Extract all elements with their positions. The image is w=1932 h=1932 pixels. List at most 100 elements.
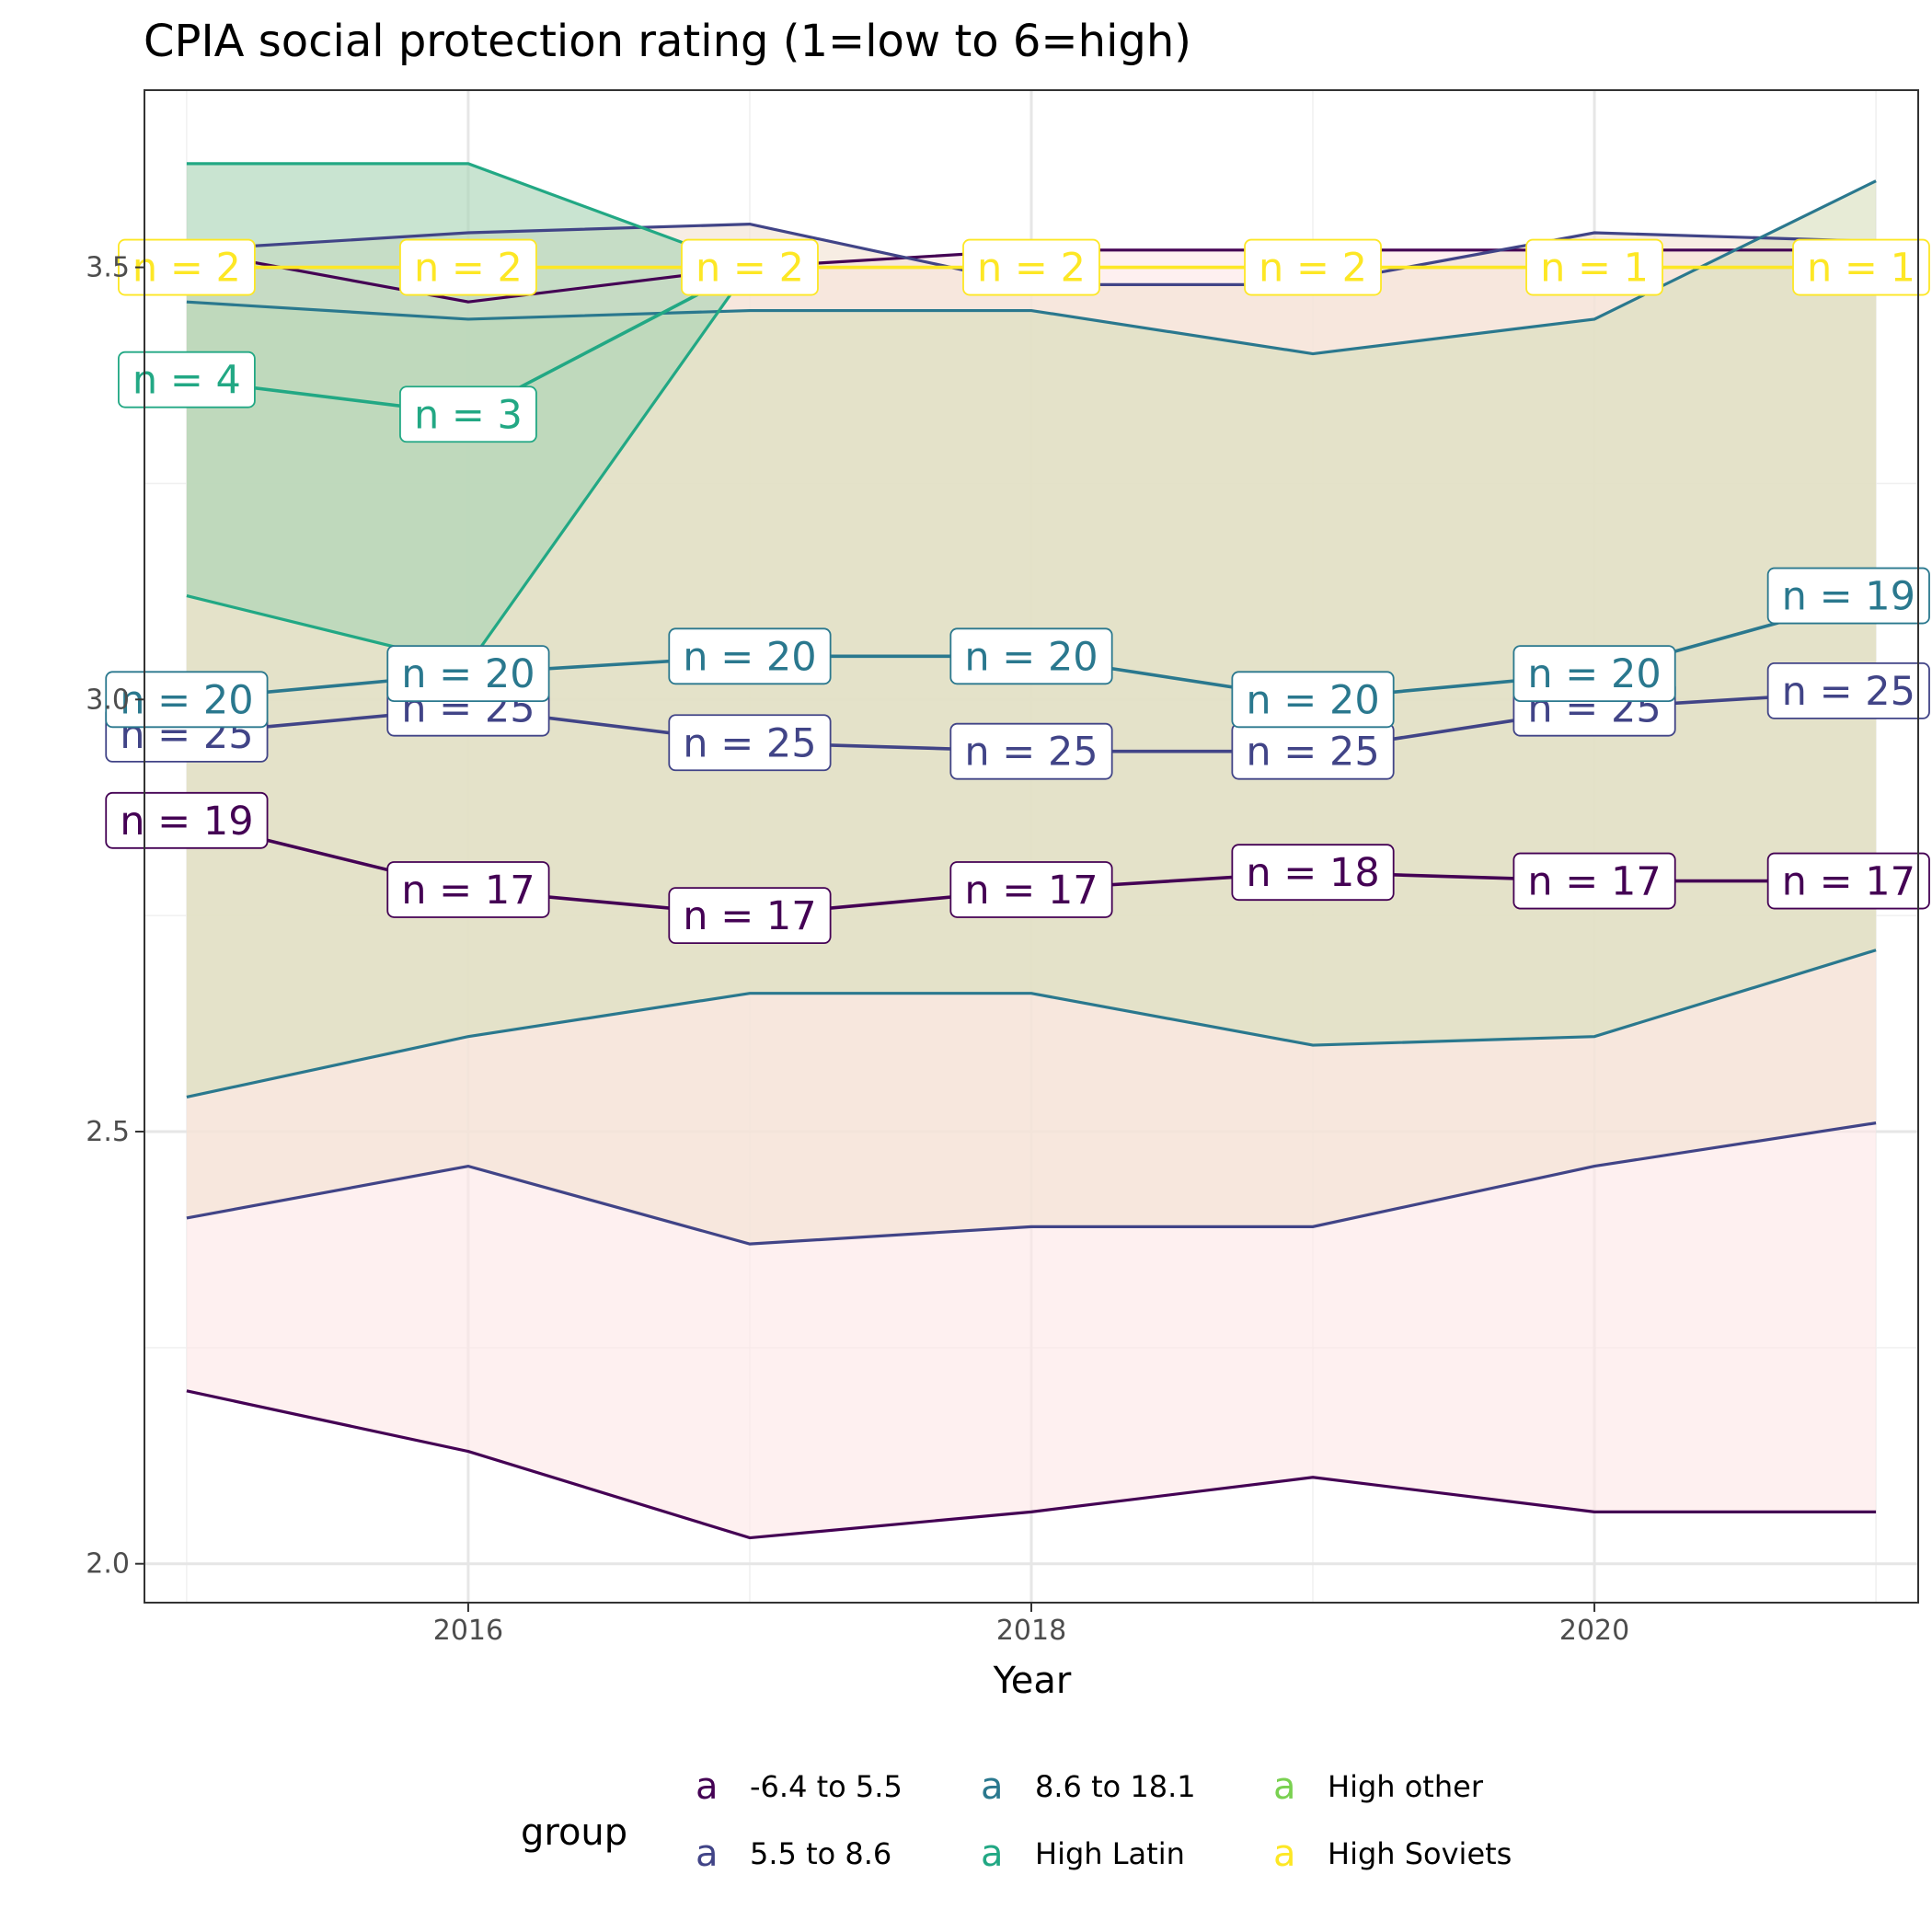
- upper-bound-line-2: [186, 179, 1877, 356]
- n-label-box: [949, 722, 1113, 780]
- legend: group a -6.4 to 5.5 a 5.5 to 8.6 a 8.6 to 18.…: [521, 1765, 1512, 1875]
- lower-bound-line-1: [186, 1121, 1877, 1246]
- n-label-text: n = 2: [132, 246, 241, 292]
- y-tick-label: 3.5: [86, 252, 130, 284]
- n-label-text: n = 18: [1246, 850, 1379, 896]
- y-tick-label: 2.0: [86, 1548, 130, 1581]
- n-label-box: [949, 861, 1113, 918]
- n-label-box: [105, 671, 269, 729]
- n-label: n = 4: [118, 351, 256, 408]
- legend-label: High other: [1328, 1769, 1484, 1804]
- n-label-box: [118, 238, 256, 296]
- n-label: n = 25: [1766, 662, 1930, 719]
- legend-key-glyph: a: [696, 1765, 719, 1808]
- n-label-box: [105, 791, 269, 849]
- legend-key-glyph: a: [981, 1833, 1004, 1875]
- n-label-text: n = 17: [1782, 859, 1915, 905]
- n-label-text: n = 17: [1527, 859, 1661, 905]
- n-label-box: [1766, 567, 1930, 625]
- n-label: n = 20: [949, 627, 1113, 685]
- n-label: n = 2: [118, 238, 256, 296]
- n-label-text: n = 17: [683, 893, 816, 939]
- n-label: n = 3: [399, 385, 537, 443]
- y-tick-label: 2.5: [86, 1116, 130, 1148]
- n-label: n = 18: [1231, 844, 1395, 902]
- n-label: n = 2: [399, 238, 537, 296]
- n-label: n = 17: [668, 887, 832, 945]
- n-label-box: [1512, 645, 1676, 703]
- n-label-text: n = 20: [1527, 651, 1661, 697]
- n-label-box: [1512, 852, 1676, 910]
- x-axis-title: Year: [993, 1660, 1072, 1702]
- n-label: n = 2: [962, 238, 1100, 296]
- n-label-box: [118, 351, 256, 408]
- n-label: n = 25: [1231, 722, 1395, 780]
- n-label-text: n = 25: [1782, 669, 1915, 715]
- n-label: n = 20: [1512, 645, 1676, 703]
- n-label: n = 19: [105, 791, 269, 849]
- n-label: n = 20: [1231, 671, 1395, 729]
- x-tick-label: 2020: [1559, 1615, 1629, 1647]
- n-label: n = 17: [1512, 852, 1676, 910]
- axis-layer: 2.0 2.5 3.0 3.5 2016 2018 2020: [86, 252, 1629, 1647]
- n-label-box: [399, 238, 537, 296]
- n-label: n = 25: [949, 722, 1113, 780]
- n-label-box: [1231, 844, 1395, 902]
- legend-label: High Latin: [1035, 1836, 1185, 1871]
- n-label-box: [949, 627, 1113, 685]
- n-label-text: n = 25: [683, 720, 816, 766]
- n-label-text: n = 20: [683, 634, 816, 680]
- n-label-box: [386, 861, 550, 918]
- n-label: n = 17: [386, 861, 550, 918]
- n-label: n = 2: [1244, 238, 1382, 296]
- n-label-text: n = 1: [1540, 246, 1649, 292]
- legend-key-glyph: a: [696, 1833, 719, 1875]
- legend-label: 8.6 to 18.1: [1035, 1769, 1196, 1804]
- n-label-box: [1792, 238, 1930, 296]
- legend-key-glyph: a: [981, 1765, 1004, 1808]
- n-label: n = 20: [668, 627, 832, 685]
- x-tick-label: 2016: [433, 1615, 503, 1647]
- n-label: n = 17: [1766, 852, 1930, 910]
- n-label: n = 20: [105, 671, 269, 729]
- n-label-text: n = 2: [1259, 246, 1367, 292]
- n-label-text: n = 2: [414, 246, 523, 292]
- legend-item: a High other: [1273, 1765, 1484, 1808]
- legend-item: a 5.5 to 8.6: [696, 1833, 891, 1875]
- n-label-box: [668, 627, 832, 685]
- legend-label: High Soviets: [1328, 1836, 1512, 1871]
- n-label-text: n = 20: [1246, 677, 1379, 723]
- n-label-text: n = 20: [401, 651, 535, 697]
- label-layer: n = 19 n = 17 n = 17 n = 17 n = 18 n = 17 n = …: [105, 238, 1930, 945]
- n-label-box: [1525, 238, 1663, 296]
- y-tick-label: 3.0: [86, 684, 130, 716]
- legend-item: a High Latin: [981, 1833, 1185, 1875]
- n-label-box: [399, 385, 537, 443]
- n-label-box: [1766, 852, 1930, 910]
- n-label: n = 19: [1766, 567, 1930, 625]
- chart-title: CPIA social protection rating (1=low to …: [144, 16, 1191, 67]
- n-label-box: [1244, 238, 1382, 296]
- legend-key-glyph: a: [1273, 1765, 1296, 1808]
- n-label-text: n = 4: [132, 358, 241, 404]
- n-label: n = 1: [1792, 238, 1930, 296]
- n-label-text: n = 2: [696, 246, 804, 292]
- n-label-text: n = 19: [120, 799, 253, 845]
- x-tick-label: 2018: [996, 1615, 1066, 1647]
- n-label-text: n = 1: [1807, 246, 1915, 292]
- n-label-text: n = 3: [414, 392, 523, 438]
- n-label-box: [386, 645, 550, 703]
- n-label-box: [668, 714, 832, 772]
- n-label-text: n = 25: [1246, 730, 1379, 776]
- n-label-text: n = 2: [977, 246, 1086, 292]
- n-label: n = 25: [668, 714, 832, 772]
- legend-title: group: [521, 1811, 627, 1854]
- lower-bound-line-0: [186, 1389, 1877, 1540]
- legend-key-glyph: a: [1273, 1833, 1296, 1875]
- n-label-text: n = 17: [964, 868, 1098, 914]
- upper-bound-line-3: [186, 162, 751, 270]
- n-label-box: [962, 238, 1100, 296]
- n-label: n = 2: [681, 238, 819, 296]
